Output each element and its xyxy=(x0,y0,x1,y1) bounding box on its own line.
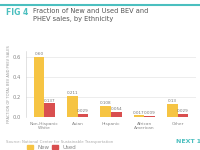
Text: 0.211: 0.211 xyxy=(67,91,78,95)
Bar xyxy=(100,106,111,117)
Bar xyxy=(134,115,144,117)
Text: Source: National Center for Sustainable Transportation: Source: National Center for Sustainable … xyxy=(6,140,113,144)
Text: NEXT 10: NEXT 10 xyxy=(176,139,200,144)
Text: 0.054: 0.054 xyxy=(111,107,122,111)
Text: 0.13: 0.13 xyxy=(168,99,177,103)
Legend: New, Used: New, Used xyxy=(27,145,76,150)
Bar xyxy=(111,112,122,117)
Y-axis label: FRACTION OF TOTAL BEV AND PHEV SALES: FRACTION OF TOTAL BEV AND PHEV SALES xyxy=(7,45,11,123)
Bar xyxy=(144,116,155,117)
Text: Fraction of New and Used BEV and
PHEV sales, by Ethnicity: Fraction of New and Used BEV and PHEV sa… xyxy=(33,8,148,22)
Text: 0.009: 0.009 xyxy=(144,111,156,115)
Text: 0.108: 0.108 xyxy=(100,101,111,105)
Text: 0.017: 0.017 xyxy=(133,111,145,114)
Text: 0.029: 0.029 xyxy=(77,109,89,113)
Text: FIG 4: FIG 4 xyxy=(6,8,28,17)
Text: 0.60: 0.60 xyxy=(34,52,44,56)
Bar xyxy=(44,103,55,117)
Bar xyxy=(78,114,88,117)
Bar xyxy=(167,104,178,117)
Text: 0.137: 0.137 xyxy=(44,99,56,102)
Text: 0.029: 0.029 xyxy=(177,109,189,113)
Bar xyxy=(178,114,188,117)
Bar xyxy=(67,96,78,117)
Bar xyxy=(34,57,44,117)
